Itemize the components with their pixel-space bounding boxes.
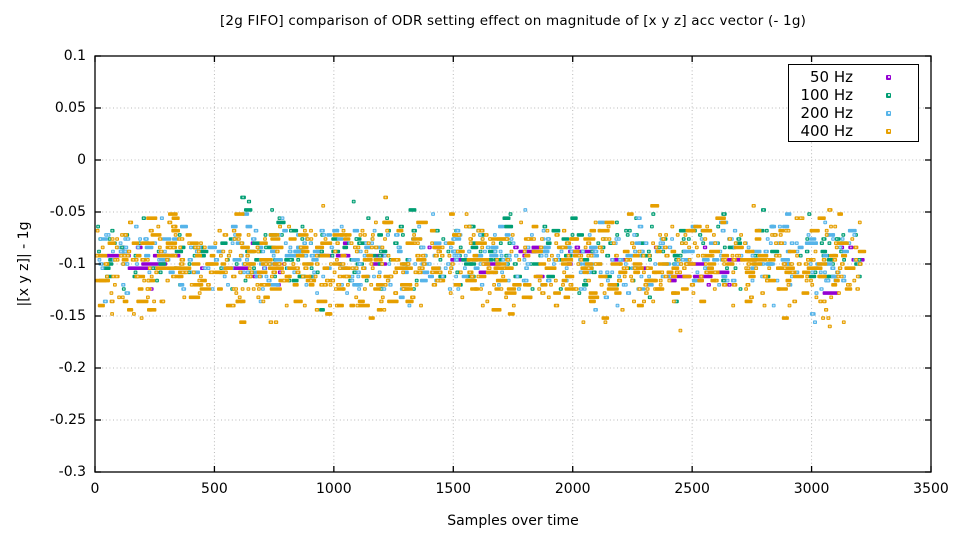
legend-marker-200hz-icon (886, 110, 891, 116)
legend-entry-400hz: 400 Hz (789, 122, 918, 140)
y-tick-label: -0.05 (49, 203, 86, 220)
x-tick-label: 1000 (316, 481, 352, 497)
x-tick-label: 3000 (793, 481, 830, 497)
y-tick-label: -0.1 (58, 255, 86, 272)
series-points-100hz (96, 195, 863, 312)
y-tick-label: 0.05 (54, 99, 86, 116)
legend-entry-100hz: 100 Hz (789, 86, 918, 104)
x-tick-label: 2500 (674, 481, 710, 497)
series-points-200hz (97, 208, 861, 324)
x-tick-label: 2000 (554, 481, 591, 497)
series-points-400hz (95, 195, 867, 333)
x-tick-label: 0 (90, 481, 100, 497)
plot-border-and-ticks (94, 55, 932, 473)
chart-title: [2g FIFO] comparison of ODR setting effe… (219, 13, 807, 29)
y-tick-label: -0.15 (49, 307, 86, 324)
legend-label-50hz: 50 Hz (809, 68, 853, 86)
legend-box: 50 Hz 100 Hz 200 Hz 400 Hz (788, 64, 919, 142)
y-tick-label: 0 (77, 151, 86, 168)
legend-entry-50hz: 50 Hz (789, 68, 918, 86)
legend-label-400hz: 400 Hz (800, 122, 853, 140)
x-tick-label: 1500 (435, 481, 472, 497)
legend-marker-100hz-icon (886, 92, 891, 98)
y-tick-label: -0.3 (58, 463, 86, 480)
legend-marker-50hz-icon (886, 74, 891, 80)
x-tick-label: 3500 (913, 481, 949, 497)
y-tick-label: 0.1 (63, 47, 86, 64)
scatter-points (95, 195, 867, 333)
legend-entry-200hz: 200 Hz (789, 104, 918, 122)
legend-label-100hz: 100 Hz (800, 86, 853, 104)
x-axis-label: Samples over time (447, 513, 579, 529)
legend-marker-400hz-icon (886, 128, 891, 134)
y-tick-label: -0.2 (58, 359, 86, 376)
x-tick-label: 500 (201, 481, 228, 497)
y-tick-label: -0.25 (49, 411, 86, 428)
legend-label-200hz: 200 Hz (800, 104, 853, 122)
